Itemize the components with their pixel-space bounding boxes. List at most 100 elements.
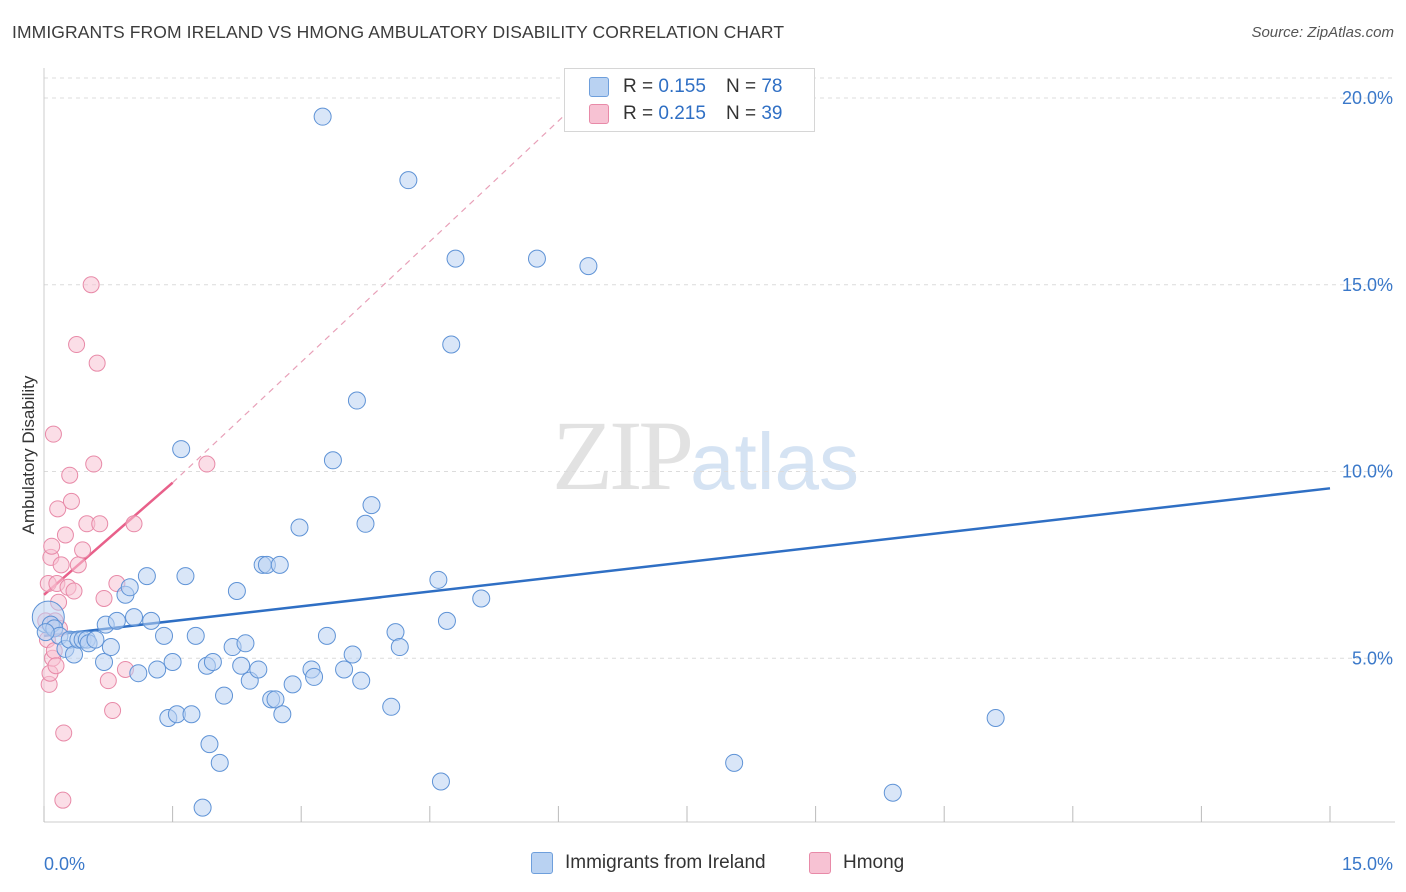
bottom-legend-label-ireland: Immigrants from Ireland	[565, 852, 766, 873]
ireland-point	[382, 697, 401, 716]
watermark-zip: ZIP	[552, 400, 694, 511]
hmong-trend-extension	[172, 112, 568, 484]
y-axis-label: Ambulatory Disability	[19, 375, 38, 534]
ireland-point	[142, 611, 161, 630]
ireland-point	[317, 626, 336, 645]
hmong-trend-line	[43, 481, 174, 596]
ireland-point	[236, 634, 255, 653]
ireland-point	[176, 567, 195, 586]
ireland-point	[270, 555, 289, 574]
ireland-point	[65, 645, 84, 664]
ireland-point	[343, 645, 362, 664]
ireland-point	[249, 660, 268, 679]
hmong-point	[88, 354, 106, 372]
ireland-trend-line	[43, 487, 1331, 638]
ireland-point	[232, 656, 251, 675]
ireland-point	[305, 667, 324, 686]
bottom-legend-hmong: Hmong	[809, 852, 904, 874]
ireland-point	[129, 664, 148, 683]
hmong-point	[65, 582, 83, 600]
legend-swatch-hmong	[589, 104, 609, 124]
ireland-point	[442, 335, 461, 354]
ireland-point	[182, 705, 201, 724]
hmong-point	[55, 724, 73, 742]
hmong-point	[52, 556, 70, 574]
y-tick-label: 10.0%	[1342, 462, 1393, 482]
legend-r-label: R =	[623, 103, 654, 124]
ireland-point	[429, 570, 448, 589]
trend-lines	[43, 112, 1331, 638]
legend-r-value: 0.215	[658, 103, 706, 124]
ireland-point	[335, 660, 354, 679]
ireland-point	[399, 171, 418, 190]
ireland-point	[725, 753, 744, 772]
hmong-point	[49, 500, 67, 518]
hmong-point	[82, 276, 100, 294]
grid-lines	[44, 77, 1395, 659]
axes	[43, 68, 1395, 823]
ireland-point	[203, 652, 222, 671]
ireland-point	[101, 638, 120, 657]
hmong-point	[47, 657, 65, 675]
legend-r-value: 0.155	[658, 76, 706, 97]
hmong-point	[54, 791, 72, 809]
bottom-legend-swatch-hmong	[809, 852, 831, 874]
watermark: ZIPatlas	[552, 398, 859, 513]
bottom-legend-swatch-ireland	[531, 852, 553, 874]
ireland-point	[356, 514, 375, 533]
legend-swatch-ireland	[589, 77, 609, 97]
ireland-point	[120, 578, 139, 597]
ireland-point	[107, 611, 126, 630]
hmong-point	[56, 526, 74, 544]
hmong-point	[99, 672, 117, 690]
hmong-point	[74, 541, 92, 559]
ireland-point	[986, 709, 1005, 728]
ireland-point	[883, 783, 902, 802]
ireland-point	[273, 705, 292, 724]
tick-labels: 5.0% 10.0% 15.0% 20.0% 0.0% 15.0%	[44, 88, 1393, 874]
legend-row-hmong: R = 0.215 N = 39	[589, 102, 782, 126]
legend-row-ireland: R = 0.155 N = 78	[589, 75, 782, 99]
y-tick-label: 5.0%	[1352, 648, 1393, 668]
bottom-legend-ireland: Immigrants from Ireland	[531, 852, 766, 874]
hmong-point	[44, 425, 62, 443]
ireland-point	[313, 107, 332, 126]
legend-n-label: N =	[725, 76, 757, 97]
source-label: Source: ZipAtlas.com	[1251, 24, 1394, 41]
ireland-point	[148, 660, 167, 679]
ireland-point	[215, 686, 234, 705]
hmong-point	[43, 537, 61, 555]
legend: R = 0.155 N = 78 R = 0.215 N = 39	[564, 68, 815, 132]
legend-n-value: 78	[761, 76, 783, 97]
hmong-points	[37, 276, 216, 809]
ireland-point	[172, 440, 191, 459]
ireland-point	[290, 518, 309, 537]
hmong-point	[125, 515, 143, 533]
hmong-point	[95, 589, 113, 607]
ireland-point	[527, 249, 546, 268]
hmong-point	[91, 515, 109, 533]
ireland-point	[155, 626, 174, 645]
ireland-point	[472, 589, 491, 608]
ireland-point	[579, 257, 598, 276]
y-tick-label: 20.0%	[1342, 88, 1393, 108]
ireland-point	[283, 675, 302, 694]
hmong-point	[61, 466, 79, 484]
x-tick-label: 0.0%	[44, 854, 85, 874]
hmong-point	[198, 455, 216, 473]
y-tick-label: 15.0%	[1342, 275, 1393, 295]
ireland-point	[362, 496, 381, 515]
legend-n-value: 39	[761, 103, 783, 124]
ireland-point	[163, 652, 182, 671]
bottom-legend-label-hmong: Hmong	[843, 852, 905, 873]
ireland-point	[36, 623, 55, 642]
ireland-point	[186, 626, 205, 645]
ireland-point	[323, 451, 342, 470]
legend-n-label: N =	[725, 103, 757, 124]
ireland-point	[431, 772, 450, 791]
x-tick-label: 15.0%	[1342, 854, 1393, 874]
legend-r-label: R =	[623, 76, 654, 97]
watermark-atlas: atlas	[690, 417, 859, 506]
hmong-point	[85, 455, 103, 473]
